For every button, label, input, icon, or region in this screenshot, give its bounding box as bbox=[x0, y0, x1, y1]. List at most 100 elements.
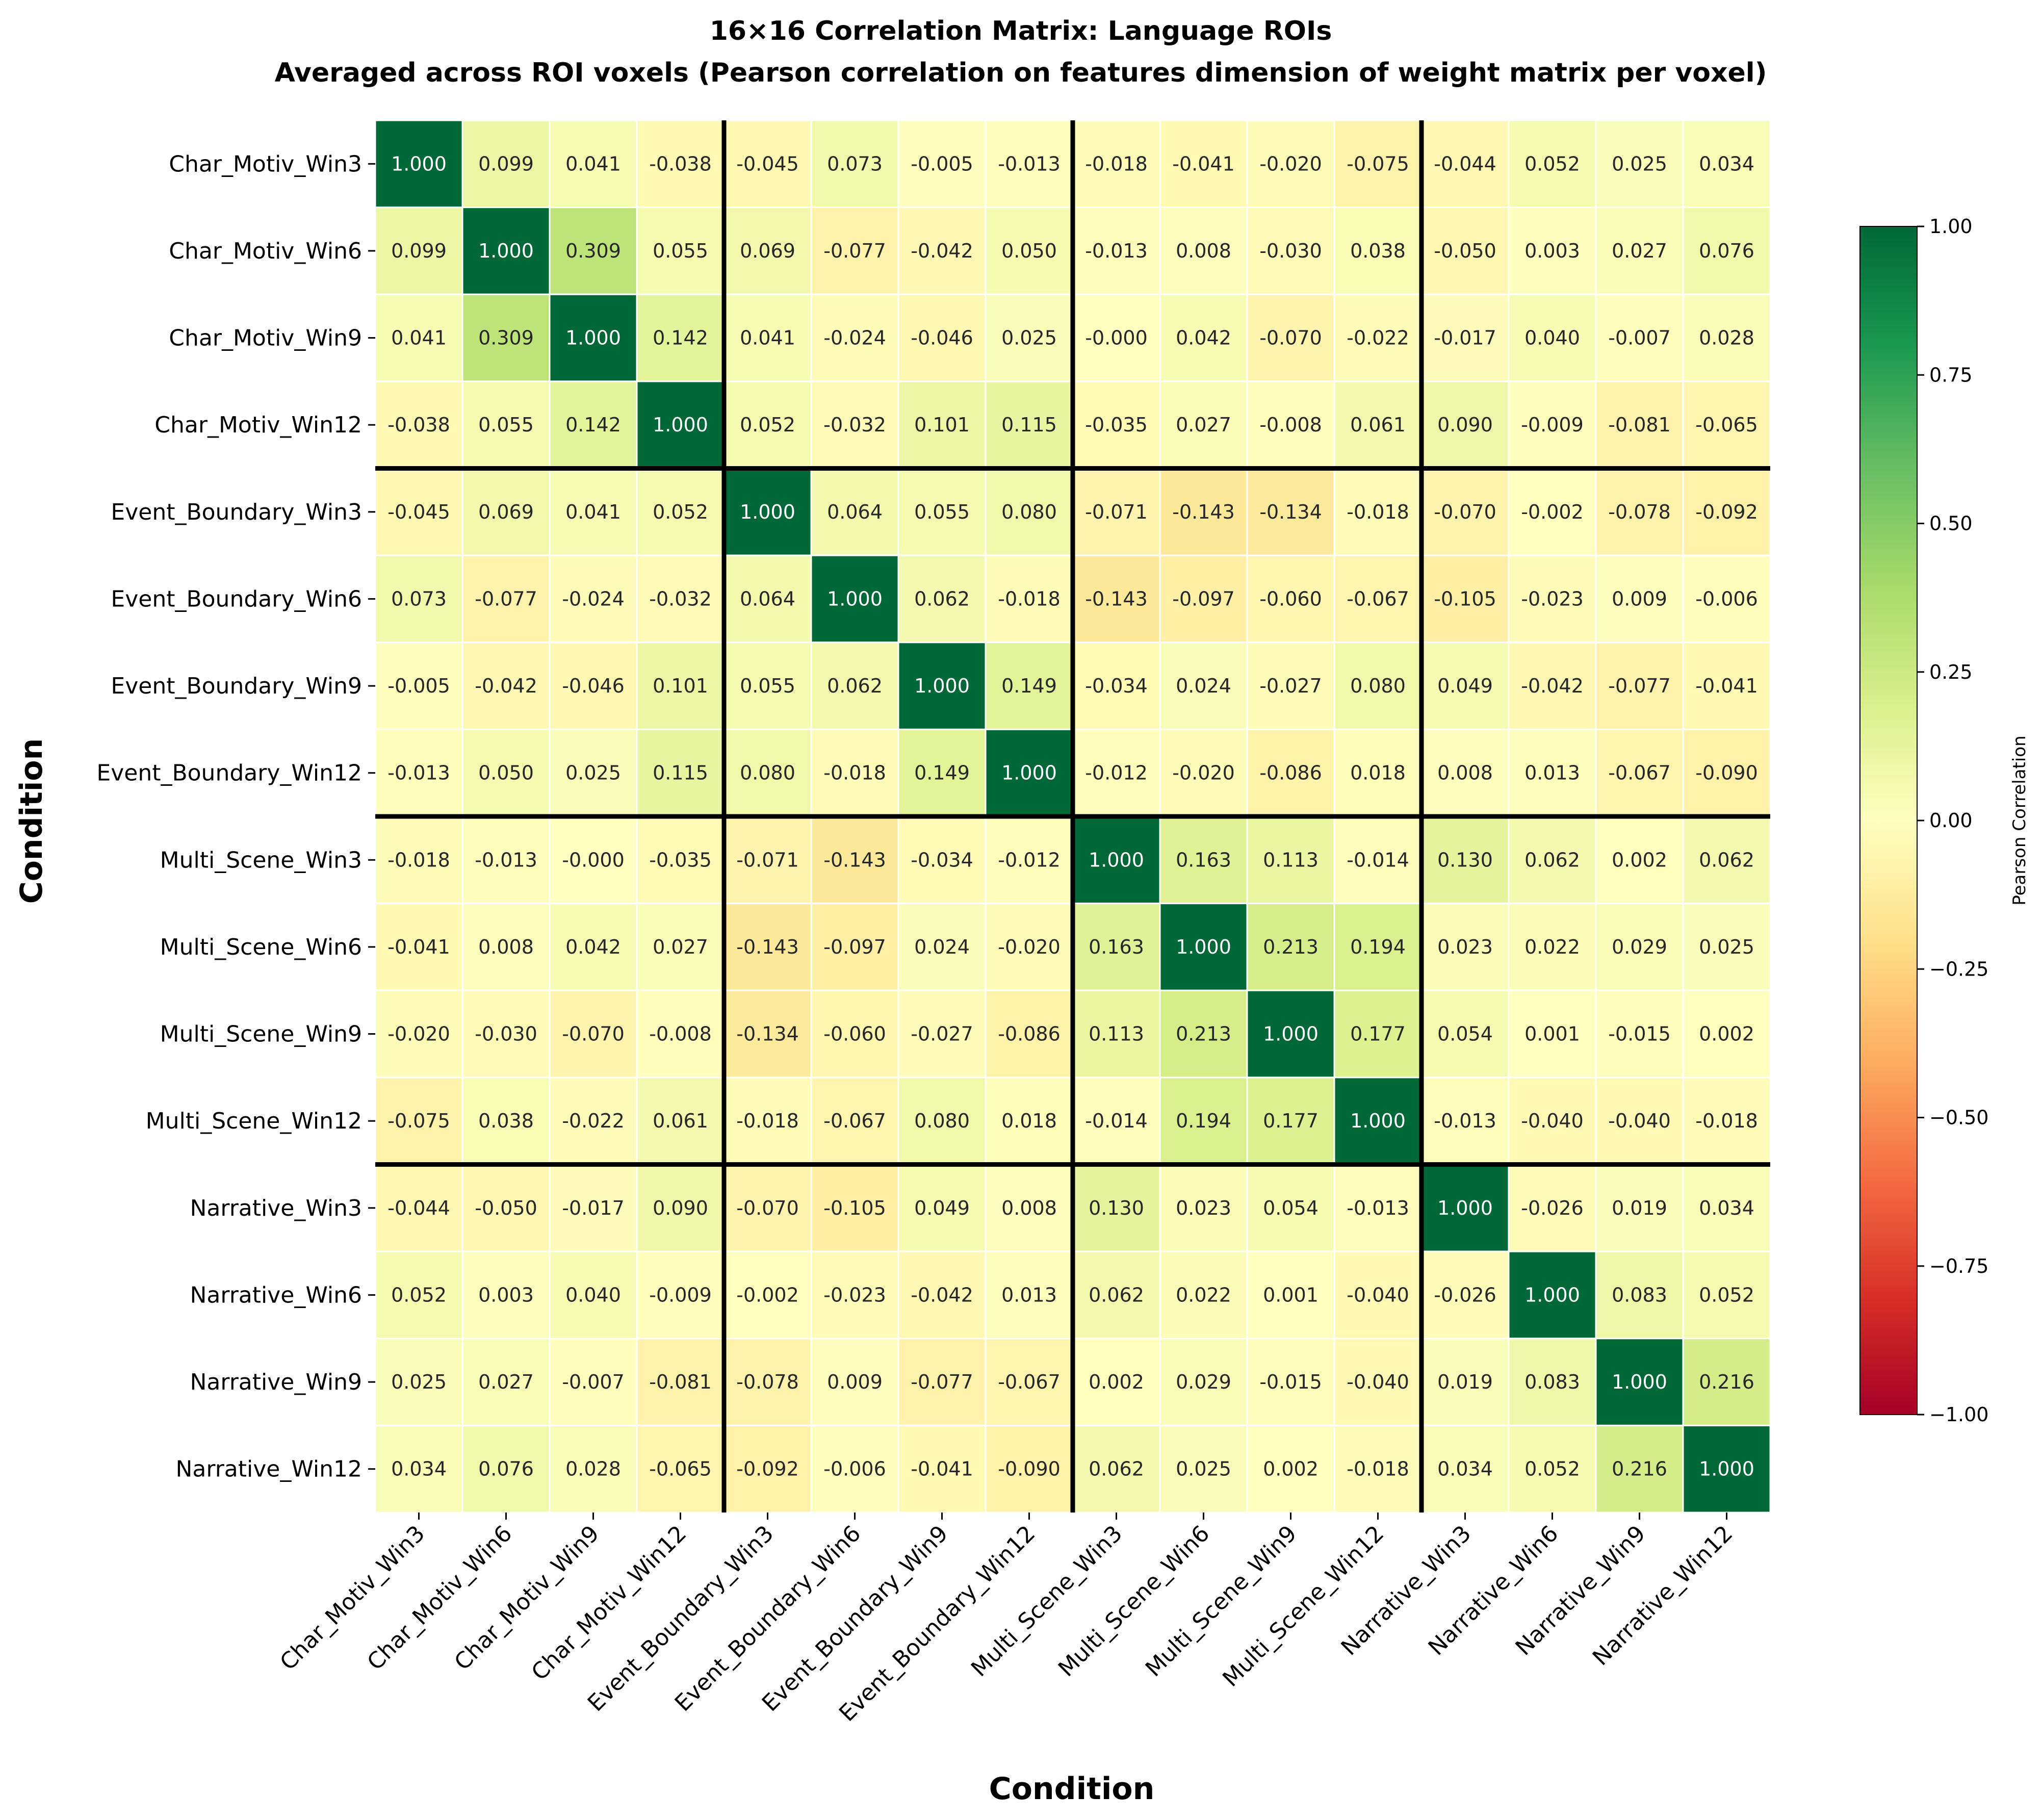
heatmap-cell-value: -0.005 bbox=[387, 675, 450, 697]
heatmap-cell bbox=[1420, 293, 1510, 382]
heatmap-cell-value: -0.090 bbox=[1695, 762, 1758, 784]
heatmap-cell bbox=[374, 642, 463, 730]
heatmap-cell-value: 0.163 bbox=[1176, 849, 1231, 871]
heatmap-cell-value: 0.023 bbox=[1176, 1197, 1231, 1219]
heatmap-cell-value: 0.080 bbox=[914, 1110, 970, 1132]
heatmap-cell bbox=[374, 119, 463, 209]
heatmap-cell-value: 0.027 bbox=[1176, 414, 1231, 436]
heatmap-cell bbox=[810, 989, 899, 1079]
heatmap-cell bbox=[636, 1250, 725, 1340]
y-tick-label: Narrative_Win6 bbox=[190, 1282, 362, 1308]
heatmap-cell bbox=[810, 1424, 899, 1514]
heatmap-cell bbox=[1682, 380, 1771, 469]
heatmap-cell bbox=[1333, 989, 1423, 1079]
y-tick-label: Char_Motiv_Win12 bbox=[154, 412, 362, 438]
heatmap-cell-value: 0.018 bbox=[1001, 1110, 1057, 1132]
heatmap-cell-value: -0.134 bbox=[1259, 501, 1322, 523]
heatmap-cell bbox=[461, 1076, 551, 1165]
chart-subtitle: Averaged across ROI voxels (Pearson corr… bbox=[275, 58, 1767, 88]
heatmap-cell-value: -0.014 bbox=[1085, 1110, 1148, 1132]
heatmap-cell-value: -0.077 bbox=[475, 587, 537, 610]
heatmap-cell-value: -0.067 bbox=[1608, 762, 1671, 784]
heatmap-cell bbox=[374, 903, 463, 991]
heatmap-cell-value: -0.070 bbox=[736, 1197, 799, 1219]
colorbar-label: Pearson Correlation bbox=[2009, 735, 2030, 905]
heatmap-cell-value: -0.060 bbox=[1259, 587, 1322, 610]
heatmap-cell-value: -0.032 bbox=[823, 414, 886, 436]
heatmap-cell bbox=[549, 642, 638, 730]
heatmap-cell-value: 0.055 bbox=[740, 675, 795, 697]
heatmap-cell-value: 0.113 bbox=[1089, 1023, 1144, 1045]
heatmap-cell bbox=[897, 903, 987, 991]
heatmap-cell bbox=[1595, 1338, 1684, 1426]
heatmap-cell bbox=[374, 1164, 463, 1252]
heatmap-cell bbox=[1420, 989, 1510, 1079]
heatmap-cell-value: -0.081 bbox=[649, 1371, 712, 1393]
heatmap-cell-value: 0.052 bbox=[391, 1284, 447, 1306]
heatmap-cell bbox=[1072, 207, 1161, 295]
heatmap-cell-value: -0.041 bbox=[911, 1458, 973, 1480]
y-tick-label: Event_Boundary_Win3 bbox=[111, 499, 362, 525]
heatmap-cell bbox=[897, 293, 987, 382]
heatmap-cell bbox=[1159, 1250, 1248, 1340]
heatmap-cell bbox=[897, 1076, 987, 1165]
heatmap-cell bbox=[1246, 728, 1335, 817]
x-tick-label: Char_Motiv_Win9 bbox=[449, 1521, 604, 1676]
heatmap-cell-value: 0.113 bbox=[1263, 849, 1319, 871]
heatmap-cell-value: 0.038 bbox=[478, 1110, 534, 1132]
heatmap-cell-value: 0.040 bbox=[1524, 327, 1580, 349]
heatmap-cell-value: 0.029 bbox=[1612, 936, 1667, 958]
heatmap-cell-value: -0.097 bbox=[823, 936, 886, 958]
heatmap-cell bbox=[1246, 293, 1335, 382]
heatmap-cell bbox=[1333, 119, 1423, 209]
heatmap-cell-value: -0.030 bbox=[1259, 240, 1322, 262]
heatmap-cell-value: 0.062 bbox=[1699, 849, 1754, 871]
heatmap-cell-value: -0.005 bbox=[911, 152, 973, 175]
heatmap-cell-value: -0.013 bbox=[998, 152, 1061, 175]
heatmap-cell bbox=[1508, 728, 1597, 817]
heatmap-cell bbox=[985, 119, 1074, 209]
heatmap-cell-value: 0.034 bbox=[1437, 1458, 1493, 1480]
heatmap-cell bbox=[810, 468, 899, 556]
heatmap-cell-value: -0.105 bbox=[823, 1197, 886, 1219]
y-tick-label: Event_Boundary_Win12 bbox=[96, 760, 362, 786]
heatmap-cell-value: -0.065 bbox=[1695, 414, 1758, 436]
heatmap-cell bbox=[461, 1250, 551, 1340]
heatmap-cell-value: 0.013 bbox=[1524, 762, 1580, 784]
heatmap-cell-value: 0.052 bbox=[1524, 1458, 1580, 1480]
heatmap-cell bbox=[1682, 468, 1771, 556]
heatmap-cell bbox=[897, 380, 987, 469]
y-tick-label: Char_Motiv_Win9 bbox=[169, 325, 362, 351]
heatmap-cell-value: 0.025 bbox=[1001, 327, 1057, 349]
heatmap-cell-value: 0.055 bbox=[914, 501, 970, 523]
heatmap-cell bbox=[1333, 1338, 1423, 1426]
y-tick-label: Multi_Scene_Win3 bbox=[160, 847, 362, 873]
heatmap-cell-value: 1.000 bbox=[1612, 1371, 1667, 1393]
heatmap-cell bbox=[636, 642, 725, 730]
heatmap-cell-value: 0.062 bbox=[1524, 849, 1580, 871]
heatmap-cell bbox=[1333, 1250, 1423, 1340]
heatmap-cell-value: -0.027 bbox=[1259, 675, 1322, 697]
heatmap-cell bbox=[636, 728, 725, 817]
heatmap-cell-value: -0.071 bbox=[736, 849, 799, 871]
heatmap-cell-value: -0.023 bbox=[823, 1284, 886, 1306]
heatmap-cell-value: 1.000 bbox=[1350, 1110, 1406, 1132]
heatmap-cell-value: 0.073 bbox=[391, 587, 447, 610]
heatmap-cell-value: 0.025 bbox=[1176, 1458, 1231, 1480]
heatmap-cell bbox=[1682, 1424, 1771, 1514]
heatmap-cell-value: -0.050 bbox=[475, 1197, 537, 1219]
heatmap-cell-value: 0.149 bbox=[1001, 675, 1057, 697]
heatmap-cell-value: 0.041 bbox=[565, 501, 621, 523]
colorbar-tick-label: −1.00 bbox=[1929, 1403, 1988, 1426]
heatmap-cell-value: 0.130 bbox=[1437, 849, 1493, 871]
heatmap-cell-value: -0.143 bbox=[1085, 587, 1148, 610]
heatmap-cell-value: 0.018 bbox=[1350, 762, 1406, 784]
y-axis-ticks: Char_Motiv_Win3 Char_Motiv_Win6 Char_Motiv… bbox=[96, 151, 375, 1482]
heatmap-cell bbox=[461, 642, 551, 730]
heatmap-cell-value: -0.040 bbox=[1347, 1284, 1409, 1306]
heatmap-cell-value: -0.020 bbox=[998, 936, 1061, 958]
heatmap-cell-value: 0.034 bbox=[1699, 1197, 1754, 1219]
heatmap-cell-value: 0.142 bbox=[653, 327, 708, 349]
heatmap-cell-value: -0.015 bbox=[1608, 1023, 1671, 1045]
heatmap-cell bbox=[461, 207, 551, 295]
